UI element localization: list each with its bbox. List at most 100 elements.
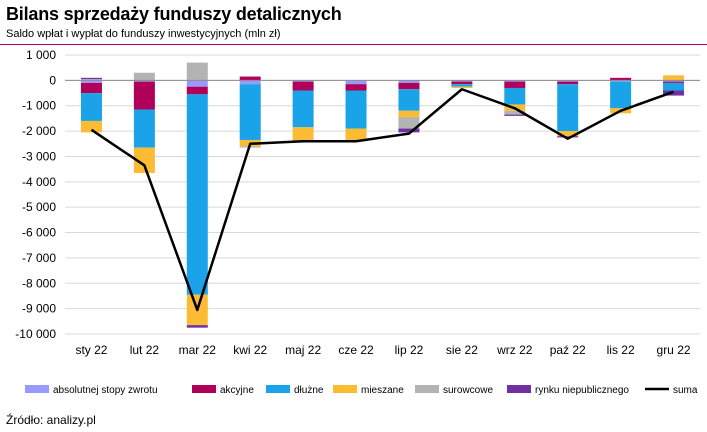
bar-segment	[663, 75, 685, 81]
bar-segment	[239, 84, 261, 140]
bar-segment	[504, 80, 526, 82]
legend-label: akcyjne	[220, 385, 254, 396]
x-tick-label: wrz 22	[496, 343, 533, 357]
legend-swatch	[266, 385, 290, 393]
legend-swatch	[415, 385, 439, 393]
bar-segment	[557, 136, 579, 138]
x-tick-label: sie 22	[446, 343, 478, 357]
bar-segment	[610, 77, 632, 81]
x-tick-label: lis 22	[607, 343, 635, 357]
bar-segment	[186, 86, 208, 95]
bar-segment	[504, 110, 526, 115]
bar-segment	[133, 109, 155, 148]
y-tick-label: -4 000	[22, 175, 56, 189]
title-divider	[0, 44, 707, 45]
bar-segment	[239, 76, 261, 81]
bar-segment	[133, 80, 155, 82]
legend-swatch	[25, 385, 49, 393]
bar-segment	[186, 80, 208, 87]
bar-segment	[345, 90, 367, 129]
stacked-bar-chart: 1 000 0 -1 000 -2 000 -3 000 -4 000 -5 000 -6 0…	[15, 48, 700, 396]
bar-segment	[186, 325, 208, 328]
legend: absolutnej stopy zwrotu akcyjne dłużne mies…	[25, 385, 698, 396]
bar-segment	[80, 82, 102, 94]
bar-segment	[398, 110, 420, 118]
bar-segment	[186, 62, 208, 81]
bar-segment	[398, 82, 420, 90]
bar-segment	[292, 80, 314, 82]
bar-segment	[398, 117, 420, 129]
y-tick-label: 0	[49, 73, 56, 87]
bar-segment	[398, 89, 420, 111]
sum-line-layer	[90, 87, 674, 312]
y-tick-label: -5 000	[22, 200, 56, 214]
legend-swatch	[507, 385, 531, 393]
y-tick-label: -9 000	[22, 302, 56, 316]
bar-segment	[292, 81, 314, 91]
bar-segment	[133, 147, 155, 173]
y-tick-label: -6 000	[22, 226, 56, 240]
bar-segment	[186, 94, 208, 295]
y-tick-label: -2 000	[22, 124, 56, 138]
bar-segment	[504, 81, 526, 88]
y-tick-label: -1 000	[22, 99, 56, 113]
bar-segment	[80, 79, 102, 81]
bar-segment	[610, 81, 632, 109]
legend-label: dłużne	[294, 385, 324, 396]
x-tick-label: gru 22	[657, 343, 691, 357]
bar-segment	[133, 81, 155, 110]
x-tick-label: lip 22	[395, 343, 424, 357]
bar-segment	[557, 80, 579, 82]
y-tick-label: 1 000	[26, 48, 56, 62]
gridlines	[65, 54, 700, 335]
bar-segment	[292, 127, 314, 140]
bar-segment	[398, 128, 420, 133]
bar-segment	[663, 82, 685, 91]
bar-segment	[292, 90, 314, 128]
bar-segment	[80, 80, 102, 83]
bar-segment	[451, 80, 473, 82]
x-tick-label: paź 22	[550, 343, 586, 357]
bar-segment	[557, 84, 579, 132]
bar-segment	[345, 84, 367, 91]
y-tick-label: -10 000	[15, 327, 56, 341]
chart-subtitle: Saldo wpłat i wypłat do funduszy inwesty…	[6, 28, 281, 40]
bar-segment	[80, 120, 102, 133]
x-tick-label: sty 22	[75, 343, 107, 357]
y-axis-tick-labels: 1 000 0 -1 000 -2 000 -3 000 -4 000 -5 000 -6 0…	[15, 48, 56, 341]
bar-segment	[504, 87, 526, 105]
x-tick-label: cze 22	[338, 343, 374, 357]
bar-segment	[451, 86, 473, 88]
sum-line	[90, 87, 674, 312]
bar-segment	[557, 81, 579, 85]
x-axis-tick-labels: sty 22 lut 22 mar 22 kwi 22 maj 22 cze 22 lip …	[75, 343, 690, 357]
legend-label: mieszane	[361, 385, 404, 396]
x-tick-label: lut 22	[130, 343, 160, 357]
legend-label: surowcowe	[443, 385, 493, 396]
bar-segment	[663, 81, 685, 83]
legend-label: rynku niepublicznego	[535, 385, 629, 396]
bar-segment	[663, 80, 685, 82]
legend-swatch	[192, 385, 216, 393]
y-tick-label: -3 000	[22, 149, 56, 163]
x-tick-label: kwi 22	[233, 343, 267, 357]
bar-segment	[398, 80, 420, 83]
bar-segment	[239, 80, 261, 85]
bar-segment	[610, 80, 632, 82]
bar-segment	[133, 72, 155, 81]
y-tick-label: -8 000	[22, 276, 56, 290]
bar-segment	[345, 128, 367, 140]
x-tick-label: maj 22	[285, 343, 321, 357]
bar-segment	[80, 93, 102, 121]
legend-label: suma	[673, 385, 698, 396]
bar-segment	[451, 81, 473, 85]
bar-segment	[504, 114, 526, 116]
legend-swatch	[333, 385, 357, 393]
bar-segment	[345, 80, 367, 85]
y-tick-label: -7 000	[22, 251, 56, 265]
x-tick-label: mar 22	[179, 343, 217, 357]
source-note: Źródło: analizy.pl	[6, 413, 96, 427]
bars	[80, 62, 685, 328]
bar-segment	[451, 84, 473, 87]
bar-segment	[557, 131, 579, 137]
